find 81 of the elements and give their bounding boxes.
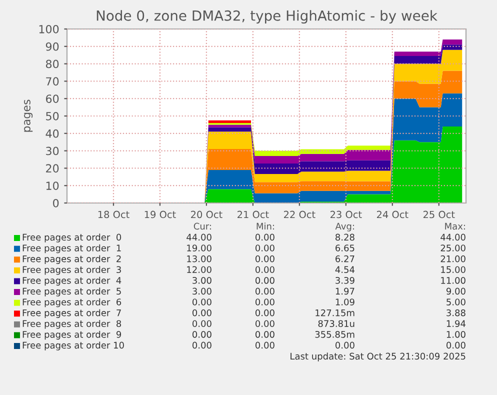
legend-label: Free pages at order 5 <box>22 288 121 296</box>
y-tick-label: 80 <box>46 60 59 68</box>
legend-label: Free pages at order 7 <box>22 309 121 318</box>
text: 355.85m <box>315 330 354 338</box>
text: 19.00 <box>187 244 212 252</box>
text: 15.00 <box>441 266 466 274</box>
text: 0.00 <box>255 320 274 328</box>
text: 21.00 <box>440 255 466 262</box>
text: 0.00 <box>192 309 212 316</box>
y-tick-label: 90 <box>46 42 59 51</box>
text: 3.39 <box>336 276 354 284</box>
text: 0.00 <box>446 342 466 349</box>
y-tick-label: 70 <box>46 77 59 86</box>
legend-label: Free pages at order 4 <box>22 276 122 286</box>
x-tick-label: 23 Oct <box>330 210 362 218</box>
text: 0.00 <box>255 288 274 295</box>
chart-title: Node 0, zone DMA32, type HighAtomic - by week <box>96 10 438 24</box>
text: 1.00 <box>446 330 466 338</box>
text: 4.54 <box>335 266 354 274</box>
x-tick-label: 21 Oct <box>238 210 269 218</box>
legend-label: Free pages at order 8 <box>22 320 122 329</box>
text: Min: <box>256 222 274 230</box>
legend-label: Free pages at order 2 <box>22 255 121 264</box>
text: 127.15m <box>316 309 354 316</box>
text: 9.00 <box>446 288 466 295</box>
text: 0.00 <box>255 234 274 241</box>
x-tick-label: 25 Oct <box>423 210 455 218</box>
text: 8.28 <box>336 234 354 241</box>
legend-label: Free pages at order 1 <box>22 244 121 254</box>
text: 11.00 <box>441 276 466 284</box>
text: Last update: Sat Oct 25 21:30:09 2025 <box>290 352 466 362</box>
legend-label: Free pages at order 0 <box>22 234 122 242</box>
text: 6.27 <box>336 255 354 262</box>
text: 0.00 <box>255 244 274 252</box>
x-tick-label: 22 Oct <box>284 210 316 218</box>
legend-label: Free pages at order 3 <box>22 266 121 275</box>
y-tick-label: 50 <box>46 112 59 120</box>
text: Max: <box>445 222 465 230</box>
text: 0.00 <box>255 266 274 274</box>
text: 0.00 <box>192 342 212 349</box>
y-tick-label: 20 <box>46 164 59 173</box>
text: 0.00 <box>255 298 274 306</box>
text: 1.09 <box>336 298 354 306</box>
y-tick-label: 60 <box>46 94 59 103</box>
text: 6.65 <box>336 244 354 252</box>
text: 3.00 <box>192 276 212 284</box>
x-tick-label: 20 Oct <box>191 210 222 218</box>
y-tick-label: 100 <box>39 24 59 34</box>
text: Cur: <box>194 222 211 230</box>
text: 0.00 <box>255 309 274 316</box>
text: 0.00 <box>335 342 354 349</box>
x-tick-label: 19 Oct <box>144 210 176 218</box>
y-tick-label: 40 <box>46 129 59 138</box>
text: 5.00 <box>446 298 466 306</box>
text: 0.00 <box>255 255 274 262</box>
text: 0.00 <box>192 298 212 306</box>
text: 25.00 <box>440 244 466 252</box>
legend-label: Free pages at order 9 <box>22 330 122 340</box>
text: 0.00 <box>192 320 212 328</box>
y-tick-label: 30 <box>46 146 59 156</box>
legend-label: Free pages at order 6 <box>22 298 122 308</box>
text: 44.00 <box>186 234 212 241</box>
y-axis-title: pages <box>24 100 33 132</box>
text: 3.88 <box>446 309 466 316</box>
text: 1.94 <box>446 320 466 328</box>
text: 3.00 <box>192 288 212 295</box>
text: 873.81u <box>318 320 354 328</box>
y-tick-label: 0 <box>53 198 59 208</box>
text: 13.00 <box>187 255 212 262</box>
text: 0.00 <box>255 330 274 338</box>
text: 44.00 <box>440 234 466 241</box>
text: Avg: <box>335 222 354 232</box>
x-tick-label: 18 Oct <box>98 210 130 218</box>
text: 0.00 <box>255 276 274 284</box>
text: 12.00 <box>187 266 212 274</box>
text: 0.00 <box>192 330 212 338</box>
y-tick-label: 10 <box>46 182 59 190</box>
text: 1.97 <box>336 288 354 295</box>
text: 0.00 <box>255 342 274 349</box>
legend-label: Free pages at order 10 <box>22 342 124 350</box>
x-tick-label: 24 Oct <box>376 210 408 218</box>
